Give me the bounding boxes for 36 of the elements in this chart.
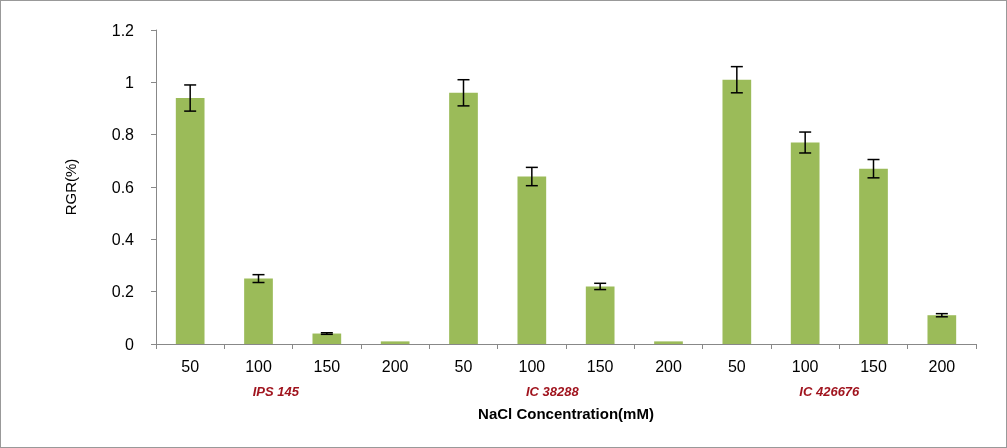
x-tick-label: 150 xyxy=(586,357,614,375)
bar xyxy=(585,286,615,344)
bar xyxy=(790,142,820,344)
bar xyxy=(312,333,342,344)
bar xyxy=(175,98,205,344)
x-tick-label: 200 xyxy=(928,357,956,375)
bar xyxy=(380,341,410,344)
x-tick-label: 100 xyxy=(245,357,272,375)
x-tick-label: 200 xyxy=(655,357,682,375)
bar xyxy=(927,315,957,344)
y-tick-label: 0.2 xyxy=(111,283,135,301)
bar xyxy=(654,341,683,344)
y-tick-label: 0.8 xyxy=(111,126,135,144)
bar xyxy=(244,278,273,344)
text: IPS 145 xyxy=(252,384,300,399)
x-axis-title: NaCl Concentration(mM) xyxy=(478,405,654,422)
y-tick-label: 0.6 xyxy=(111,178,135,196)
y-tick-label: 1 xyxy=(125,73,135,91)
x-tick-label: 150 xyxy=(860,357,887,375)
bar xyxy=(449,92,478,344)
bar xyxy=(722,79,752,344)
text: IC 426676 xyxy=(799,384,861,399)
x-tick-label: 150 xyxy=(313,357,341,375)
y-tick-label: 0 xyxy=(125,335,135,353)
x-tick-label: 50 xyxy=(454,357,473,375)
bar xyxy=(517,176,547,344)
y-tick-label: 0.4 xyxy=(111,230,135,248)
bar xyxy=(859,168,888,344)
x-tick-label: 100 xyxy=(518,357,546,375)
text: IC 38288 xyxy=(526,384,580,399)
x-tick-label: 50 xyxy=(727,357,746,375)
y-tick-label: 1.2 xyxy=(111,21,135,39)
x-tick-label: 200 xyxy=(381,357,409,375)
y-axis-title: RGR(%) xyxy=(62,158,79,216)
x-tick-label: 100 xyxy=(791,357,819,375)
x-tick-label: 50 xyxy=(181,357,200,375)
